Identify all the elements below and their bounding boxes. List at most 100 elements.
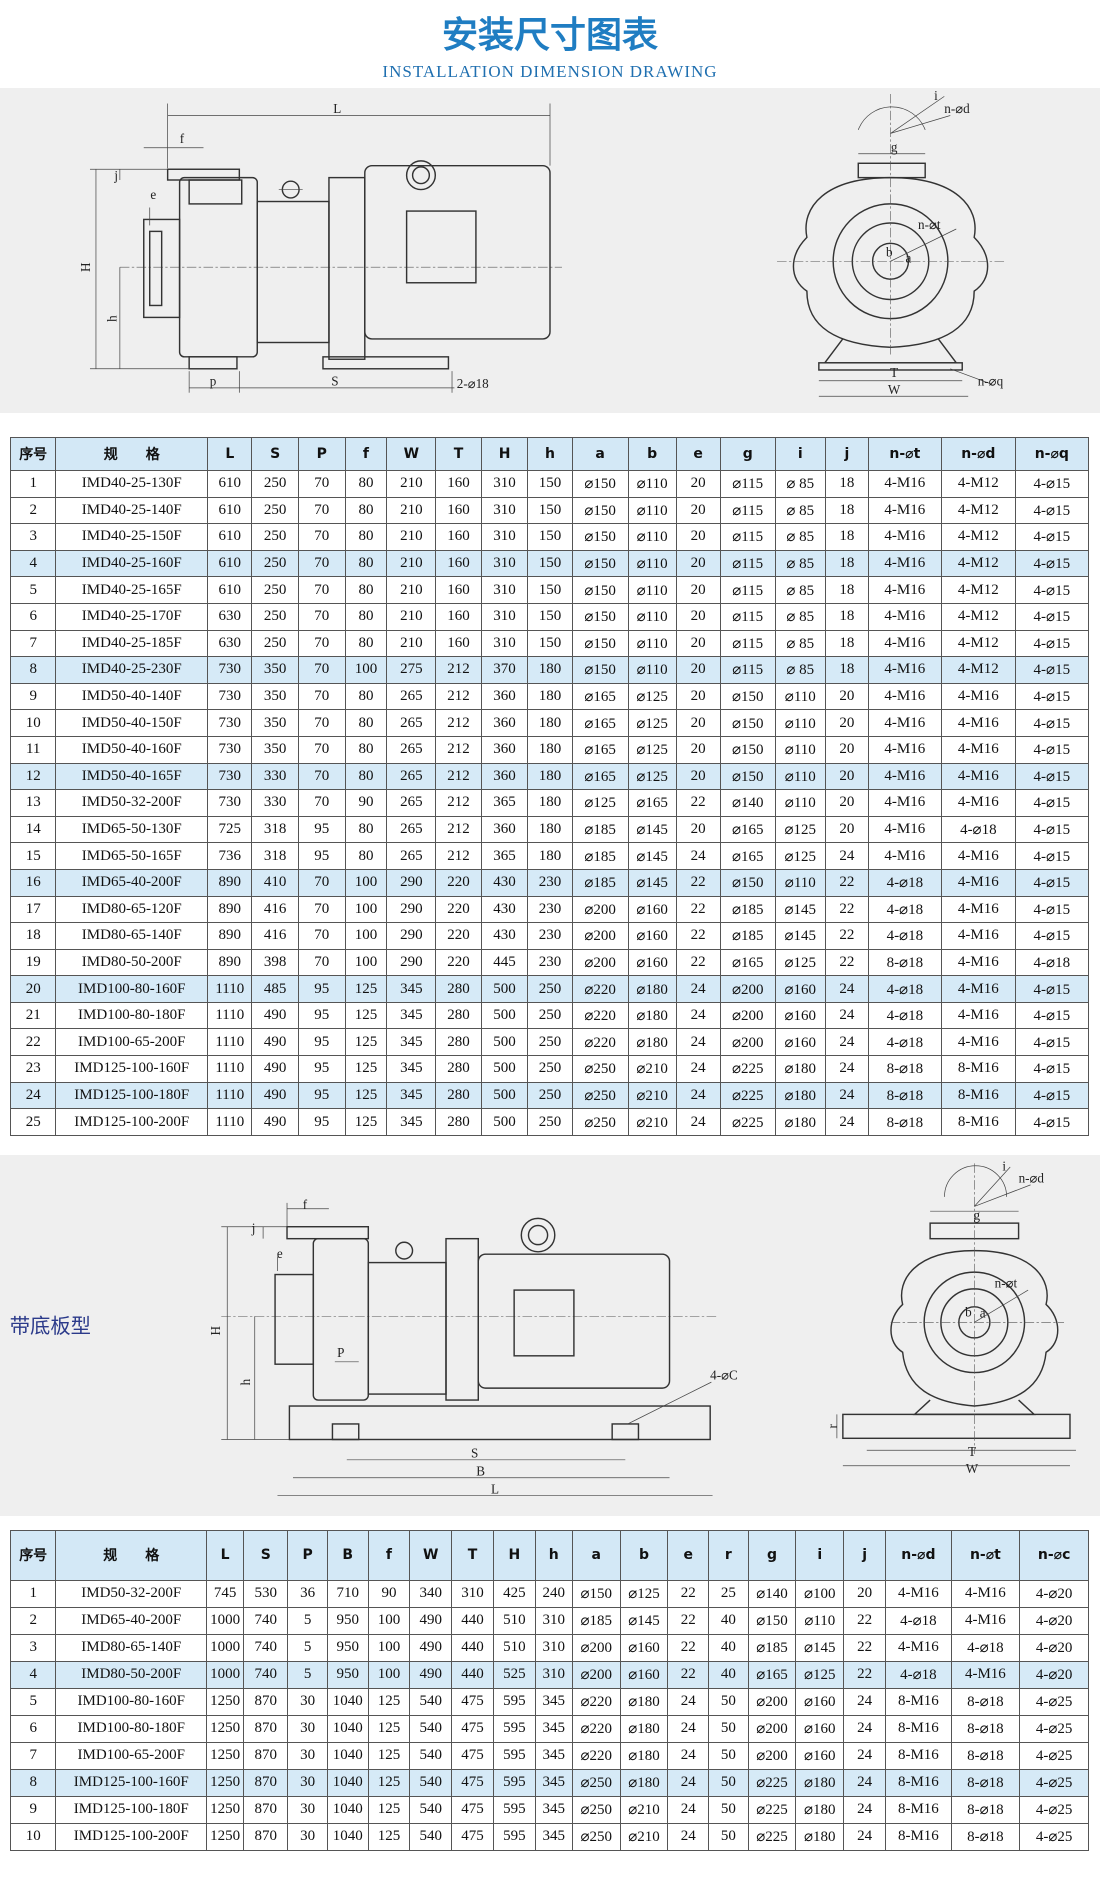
table-cell: ⌀225: [747, 1768, 797, 1797]
table-cell: 310: [534, 1633, 573, 1662]
table-cell: 80: [344, 523, 388, 551]
table-cell: 16: [9, 868, 57, 897]
table-cell: 70: [297, 470, 346, 498]
table-cell: 4-⌀15: [1014, 1001, 1089, 1030]
table-cell: ⌀150: [719, 709, 776, 737]
table-cell: 8: [9, 1768, 57, 1797]
dim-label: n-⌀d: [944, 101, 970, 116]
table-cell: 125: [367, 1795, 411, 1824]
table-cell: 24: [824, 975, 869, 1003]
table-cell: IMD100-80-180F: [55, 1714, 208, 1743]
column-header: W: [409, 1529, 453, 1581]
table-cell: 340: [409, 1579, 453, 1608]
table-cell: ⌀150: [719, 762, 776, 791]
table-cell: 4-M16: [867, 629, 942, 658]
subtitle: INSTALLATION DIMENSION DRAWING: [382, 62, 718, 81]
table-cell: 180: [527, 735, 573, 764]
table-row: 22 IMD100-65-200F 1110 490 95 125 345 280 500 250…: [9, 1028, 1089, 1057]
table-cell: 4-M16: [940, 1001, 1016, 1030]
table-row: 9 IMD50-40-140F 730 350 70 80 265 212 360 180 ⌀165…: [9, 682, 1089, 711]
table-cell: ⌀100: [795, 1579, 845, 1608]
table-cell: ⌀110: [627, 656, 677, 684]
table-cell: 280: [435, 1001, 482, 1030]
table-cell: ⌀150: [719, 735, 776, 764]
table-cell: 4-M16: [867, 549, 942, 578]
table-cell: 870: [243, 1741, 289, 1770]
table-cell: 1040: [326, 1687, 369, 1716]
table-cell: 250: [527, 1081, 573, 1110]
table-cell: 490: [251, 1028, 299, 1057]
dim-label: a: [906, 250, 912, 265]
table-cell: 1040: [326, 1822, 369, 1851]
table-row: 14 IMD65-50-130F 725 318 95 80 265 212 360 180 ⌀18…: [9, 815, 1089, 844]
dim-label: 2-⌀18: [457, 376, 489, 391]
table-cell: ⌀220: [571, 975, 629, 1003]
table-row: 9 IMD125-100-180F 1250 870 30 1040 125 540 475 59…: [9, 1795, 1090, 1824]
table-cell: 70: [297, 709, 346, 737]
table-cell: 595: [492, 1687, 536, 1716]
table-cell: 5: [9, 576, 57, 604]
table-cell: ⌀200: [747, 1714, 797, 1743]
table-cell: 4-M16: [940, 948, 1016, 977]
table-cell: 4-M16: [867, 842, 942, 870]
table-cell: ⌀160: [627, 948, 677, 977]
table-cell: 7: [9, 1741, 57, 1770]
table-cell: 240: [534, 1579, 573, 1608]
table-cell: 4-⌀15: [1014, 815, 1089, 844]
table-cell: 8-⌀18: [867, 1055, 942, 1083]
table-cell: ⌀160: [774, 1028, 826, 1057]
table-cell: IMD40-25-140F: [55, 496, 209, 525]
table-cell: 4-⌀15: [1014, 656, 1089, 684]
table-cell: ⌀200: [719, 1001, 776, 1030]
table-cell: 22: [675, 948, 721, 977]
table-cell: 10: [9, 1822, 57, 1851]
table-cell: 125: [367, 1822, 411, 1851]
table-cell: 4-M16: [940, 922, 1016, 950]
table-cell: 8: [9, 656, 57, 684]
table-cell: 4-⌀25: [1018, 1768, 1090, 1797]
table-cell: ⌀ 85: [774, 629, 826, 658]
table-cell: 290: [386, 895, 437, 924]
drawing-standard: L f j e H h p S 2-⌀18 i n-⌀d g n-⌀t b a …: [0, 88, 1100, 413]
table-cell: 80: [344, 682, 388, 711]
table-cell: 22: [9, 1028, 57, 1057]
table-cell: 310: [480, 602, 529, 631]
table-cell: 730: [207, 789, 253, 817]
column-header: W: [386, 437, 437, 471]
table-cell: ⌀165: [627, 789, 677, 817]
table-cell: 4-⌀18: [867, 922, 942, 950]
table-cell: 50: [708, 1687, 749, 1716]
table-cell: IMD50-40-150F: [55, 709, 209, 737]
table-cell: 24: [675, 1001, 721, 1030]
table-cell: 210: [386, 470, 437, 498]
table-cell: 70: [297, 682, 346, 711]
table-cell: IMD80-50-200F: [55, 1660, 208, 1689]
table-cell: ⌀145: [627, 815, 677, 844]
table-row: 13 IMD50-32-200F 730 330 70 90 265 212 365 180 ⌀12…: [9, 789, 1089, 817]
table-cell: 740: [243, 1633, 289, 1662]
table-cell: 1110: [207, 1001, 253, 1030]
table-cell: 500: [480, 1055, 529, 1083]
table-cell: 212: [435, 815, 482, 844]
table-cell: ⌀250: [571, 1795, 621, 1824]
table-cell: 3: [9, 523, 57, 551]
table-cell: 360: [480, 762, 529, 791]
table-cell: 310: [534, 1606, 573, 1635]
table-cell: 630: [207, 629, 253, 658]
table-cell: ⌀210: [627, 1055, 677, 1083]
dim-label: e: [150, 187, 156, 202]
table-cell: IMD65-40-200F: [55, 868, 209, 897]
dim-label: b: [965, 1304, 972, 1319]
table-cell: 210: [386, 496, 437, 525]
table-cell: ⌀250: [571, 1081, 629, 1110]
table-cell: 310: [480, 470, 529, 498]
table-cell: 30: [287, 1741, 328, 1770]
table-cell: 595: [492, 1741, 536, 1770]
table-cell: 24: [843, 1741, 886, 1770]
table-cell: 8-M16: [940, 1108, 1016, 1136]
table-cell: 310: [480, 523, 529, 551]
table-cell: 890: [207, 895, 253, 924]
dim-label: e: [277, 1246, 283, 1261]
table-cell: 1110: [207, 1028, 253, 1057]
